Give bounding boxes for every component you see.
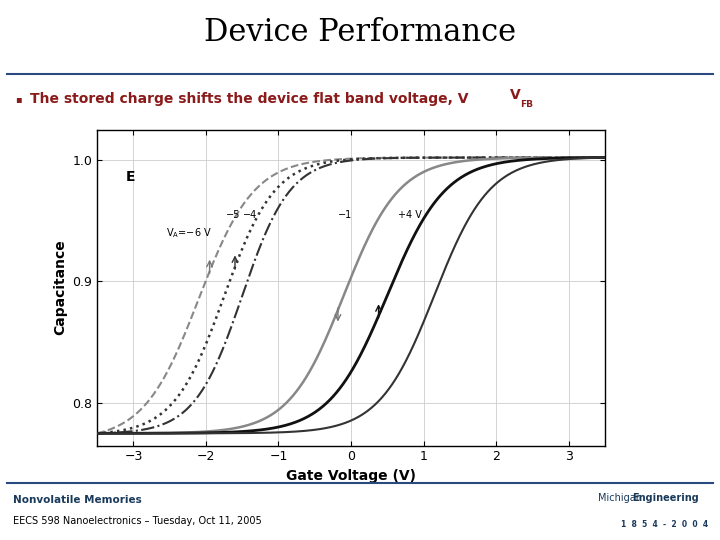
Text: Nonvolatile Memories: Nonvolatile Memories: [13, 495, 142, 505]
X-axis label: Gate Voltage (V): Gate Voltage (V): [286, 469, 416, 483]
Text: +4 V: +4 V: [398, 210, 422, 220]
Y-axis label: Capacitance: Capacitance: [53, 240, 67, 335]
Text: The stored charge shifts the device flat band voltage, V: The stored charge shifts the device flat…: [30, 92, 469, 105]
Text: Device Performance: Device Performance: [204, 17, 516, 48]
Text: E: E: [126, 170, 135, 184]
Text: −1: −1: [338, 210, 352, 220]
Text: 1  8  5  4  -  2  0  0  4: 1 8 5 4 - 2 0 0 4: [621, 520, 708, 529]
Text: Engineering: Engineering: [632, 494, 699, 503]
Text: −5: −5: [226, 210, 240, 220]
Text: FB: FB: [520, 99, 533, 109]
Text: Michigan: Michigan: [598, 494, 642, 503]
Text: EECS 598 Nanoelectronics – Tuesday, Oct 11, 2005: EECS 598 Nanoelectronics – Tuesday, Oct …: [13, 516, 261, 526]
Text: V$_{\mathregular{A}}$=−6 V: V$_{\mathregular{A}}$=−6 V: [166, 226, 212, 240]
Text: ▪: ▪: [14, 93, 22, 104]
Text: V: V: [510, 89, 521, 103]
Text: −4: −4: [243, 210, 257, 220]
